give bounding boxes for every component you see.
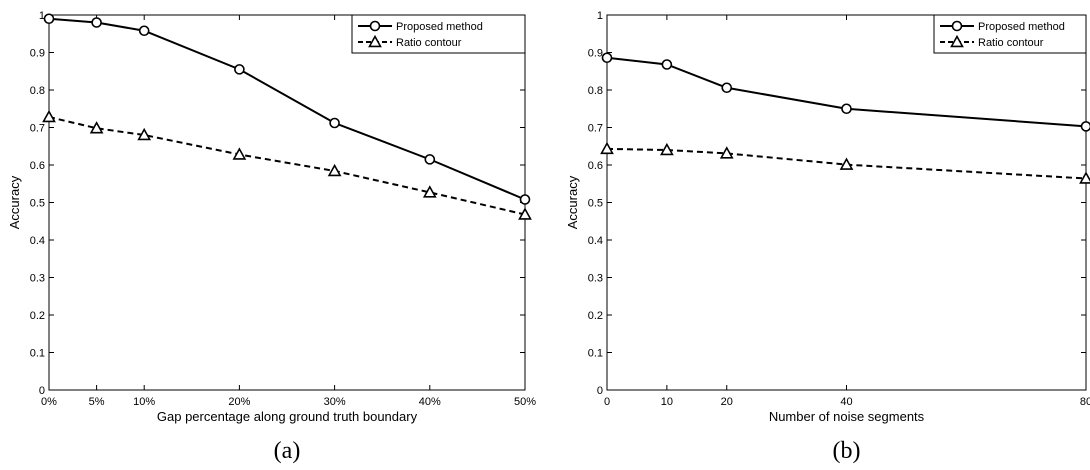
y-tick-label: 0.1 xyxy=(30,348,45,360)
legend: Proposed method Ratio contour xyxy=(933,14,1087,54)
data-point xyxy=(519,194,531,205)
chart-panel-a: 00.10.20.30.40.50.60.70.80.910% 5% 10% 20% 3… xyxy=(7,10,536,464)
x-axis-label: Number of noise segments xyxy=(769,409,925,424)
y-tick-label: 0.7 xyxy=(588,123,603,135)
plot-area-frame xyxy=(48,14,526,391)
data-point xyxy=(518,207,532,220)
data-point xyxy=(232,147,247,160)
data-point xyxy=(422,185,437,198)
y-tick-label: 1 xyxy=(39,10,45,22)
data-point xyxy=(600,141,614,155)
y-tick-label: 0.6 xyxy=(30,160,45,172)
panel-label: (b) xyxy=(833,438,861,464)
x-tick-label: 5% xyxy=(89,396,105,408)
y-tick-label: 0.5 xyxy=(588,198,603,210)
data-point xyxy=(91,17,102,28)
x-tick-label: 40% xyxy=(419,396,441,408)
y-tick-label: 0.9 xyxy=(30,48,45,60)
data-point xyxy=(660,142,674,156)
panel-label: (a) xyxy=(274,438,301,464)
chart-panel-b: 00.10.20.30.40.50.60.70.80.910 10 20 40 80Nu… xyxy=(565,10,1090,464)
data-point xyxy=(327,163,342,177)
x-tick-label: 10% xyxy=(133,396,155,408)
data-point xyxy=(1079,171,1090,184)
series-ratio-contour xyxy=(600,141,1090,184)
data-point xyxy=(42,109,56,123)
y-tick-label: 0.2 xyxy=(30,310,45,322)
plot-area-frame xyxy=(606,14,1087,391)
legend-marker xyxy=(369,20,381,32)
y-tick-label: 0.3 xyxy=(588,273,603,285)
series-proposed-method xyxy=(43,13,531,205)
legend: Proposed method Ratio contour xyxy=(351,14,526,54)
legend-label: Ratio contour xyxy=(396,37,462,49)
y-axis-label: Accuracy xyxy=(7,175,22,229)
series-line xyxy=(606,147,1087,180)
legend-label: Proposed method xyxy=(978,21,1065,33)
data-point xyxy=(138,25,150,37)
y-tick-label: 0 xyxy=(39,385,45,397)
y-tick-label: 0.5 xyxy=(30,198,45,210)
data-point xyxy=(43,13,55,25)
x-tick-label: 30% xyxy=(324,396,346,408)
x-tick-label: 50% xyxy=(514,396,536,408)
data-point xyxy=(719,146,734,159)
legend-label: Ratio contour xyxy=(978,37,1044,49)
data-point xyxy=(234,64,245,75)
x-axis-label: Gap percentage along ground truth bounda… xyxy=(157,409,418,424)
x-tick-label: 20 xyxy=(721,396,733,408)
series-line xyxy=(606,56,1087,128)
x-tick-label: 20% xyxy=(228,396,250,408)
y-tick-label: 1 xyxy=(597,10,603,22)
y-tick-label: 0.1 xyxy=(588,348,603,360)
y-tick-label: 0.8 xyxy=(588,85,603,97)
series-ratio-contour xyxy=(42,109,532,220)
y-axis-label: Accuracy xyxy=(565,175,580,229)
x-tick-label: 10 xyxy=(661,396,673,408)
y-tick-label: 0.6 xyxy=(588,160,603,172)
data-point xyxy=(721,82,733,94)
x-tick-label: 0 xyxy=(604,396,610,408)
data-point xyxy=(329,117,340,129)
legend-marker xyxy=(951,20,963,32)
x-tick-label: 40 xyxy=(840,396,852,408)
y-tick-label: 0.7 xyxy=(30,123,45,135)
y-tick-label: 0.4 xyxy=(30,235,45,247)
y-tick-label: 0.4 xyxy=(588,235,603,247)
series-proposed-method xyxy=(601,52,1090,132)
x-tick-label: 0% xyxy=(41,396,57,408)
y-tick-label: 0.9 xyxy=(588,48,603,60)
data-point xyxy=(839,157,854,170)
legend-label: Proposed method xyxy=(396,21,483,33)
data-point xyxy=(137,127,152,141)
x-tick-label: 80 xyxy=(1080,396,1090,408)
legend-marker xyxy=(950,34,964,48)
data-point xyxy=(89,121,104,134)
legend-marker xyxy=(368,34,382,48)
data-point xyxy=(1080,121,1090,132)
data-point xyxy=(661,59,673,70)
series-line xyxy=(48,116,526,216)
data-point xyxy=(841,103,852,115)
y-tick-label: 0.3 xyxy=(30,273,45,285)
y-tick-label: 0.8 xyxy=(30,85,45,97)
y-tick-label: 0.2 xyxy=(588,310,603,322)
data-point xyxy=(601,52,613,64)
data-point xyxy=(424,154,436,165)
y-tick-label: 0 xyxy=(597,385,603,397)
